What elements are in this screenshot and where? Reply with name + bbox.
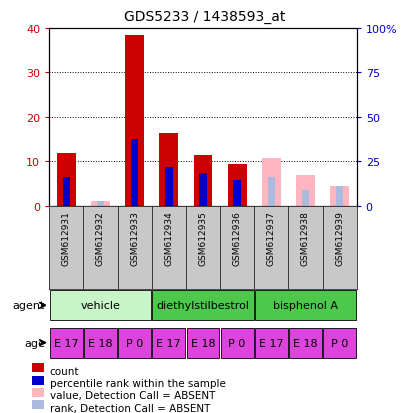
Text: GSM612938: GSM612938 [300,211,309,266]
Text: E 18: E 18 [292,338,317,348]
Bar [295,176,314,206]
Text: E 17: E 17 [258,338,283,348]
Bar [50,328,83,358]
Bar [329,187,348,206]
Text: agent: agent [13,301,45,311]
Text: P 0: P 0 [228,338,245,348]
Bar [254,291,355,320]
Bar [193,155,212,206]
Bar [57,153,76,206]
Bar [233,181,240,206]
Bar [32,401,44,409]
Bar [186,328,219,358]
Bar [220,328,253,358]
Bar [261,159,280,206]
Text: E 17: E 17 [156,338,181,348]
Bar [130,140,138,206]
Bar [32,388,44,397]
Bar [152,291,253,320]
Bar [267,178,274,206]
Bar [254,328,287,358]
Text: GSM612937: GSM612937 [266,211,275,266]
Bar [62,178,70,206]
Bar [50,291,151,320]
Text: E 18: E 18 [190,338,215,348]
Text: diethylstilbestrol: diethylstilbestrol [156,301,249,311]
Text: E 17: E 17 [54,338,79,348]
Text: vehicle: vehicle [80,301,120,311]
Text: P 0: P 0 [330,338,347,348]
Bar [91,201,110,206]
Bar [335,187,342,206]
Text: GSM612934: GSM612934 [164,211,173,265]
Bar [164,167,172,206]
Text: GSM612939: GSM612939 [334,211,343,266]
Text: GDS5233 / 1438593_at: GDS5233 / 1438593_at [124,10,285,24]
Bar [288,328,321,358]
Bar [118,328,151,358]
Bar [32,376,44,385]
Text: percentile rank within the sample: percentile rank within the sample [49,378,225,388]
Bar [301,191,308,206]
Text: GSM612935: GSM612935 [198,211,207,266]
Bar [322,328,355,358]
Text: GSM612931: GSM612931 [62,211,71,266]
Bar [152,328,185,358]
Text: rank, Detection Call = ABSENT: rank, Detection Call = ABSENT [49,403,209,413]
Text: GSM612933: GSM612933 [130,211,139,266]
Bar [97,201,104,206]
Text: count: count [49,366,79,376]
Bar [32,363,44,372]
Bar [125,36,144,207]
Text: E 18: E 18 [88,338,112,348]
Bar [159,133,178,206]
Text: value, Detection Call = ABSENT: value, Detection Call = ABSENT [49,391,214,401]
Text: GSM612932: GSM612932 [96,211,105,265]
Bar [227,164,246,206]
Bar [199,173,206,206]
Text: GSM612936: GSM612936 [232,211,241,266]
Text: age: age [24,338,45,348]
Text: bisphenol A: bisphenol A [272,301,337,311]
Text: P 0: P 0 [126,338,143,348]
Bar [84,328,117,358]
